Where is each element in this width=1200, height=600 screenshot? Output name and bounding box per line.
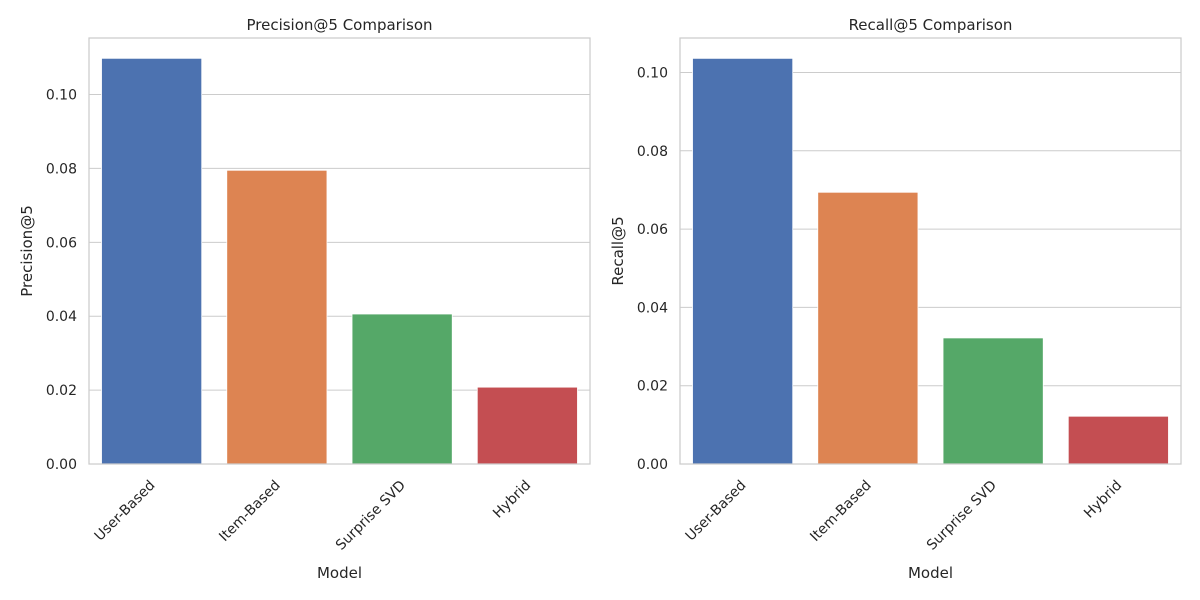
- panel-precision: 0.00 0.02 0.04 0.06 0.08 0.10 User-Based Item-…: [18, 16, 591, 582]
- bar-user-based: [692, 57, 794, 465]
- x-tick-label: Surprise SVD: [924, 478, 1000, 554]
- x-tick-label: User-Based: [683, 478, 750, 545]
- axes-frame: [88, 37, 591, 465]
- bar-hybrid: [1067, 415, 1169, 465]
- x-tick-label: User-Based: [92, 478, 159, 545]
- x-tick-label: Hybrid: [1081, 478, 1125, 522]
- y-axis-label: Precision@5: [18, 205, 36, 296]
- bar-hybrid: [476, 386, 578, 465]
- chart-title: Precision@5 Comparison: [246, 16, 432, 34]
- y-tick-label: 0.06: [637, 222, 668, 238]
- y-tick-label: 0.08: [637, 144, 668, 160]
- y-tick-label: 0.02: [637, 379, 668, 395]
- panel-recall: 0.00 0.02 0.04 0.06 0.08 0.10 User-Based Item-…: [609, 16, 1182, 582]
- y-tick-label: 0.04: [637, 300, 668, 316]
- x-tick-label: Item-Based: [216, 478, 283, 545]
- bar-surprise-svd: [942, 337, 1044, 465]
- y-tick-label: 0.00: [46, 457, 77, 473]
- y-tick-label: 0.06: [46, 235, 77, 251]
- y-tick-label: 0.10: [637, 65, 668, 81]
- x-axis-label: Model: [317, 564, 362, 582]
- bar-surprise-svd: [351, 313, 453, 465]
- x-axis-label: Model: [908, 564, 953, 582]
- bar-user-based: [101, 57, 203, 465]
- x-tick-label: Surprise SVD: [333, 478, 409, 554]
- axes-frame: [679, 37, 1182, 465]
- y-tick-label: 0.10: [46, 88, 77, 104]
- bar-item-based: [226, 169, 328, 465]
- bar-item-based: [817, 191, 919, 465]
- y-tick-label: 0.00: [637, 457, 668, 473]
- y-tick-label: 0.02: [46, 383, 77, 399]
- y-axis-label: Recall@5: [609, 216, 627, 285]
- y-tick-label: 0.04: [46, 309, 77, 325]
- y-tick-label: 0.08: [46, 161, 77, 177]
- x-tick-label: Hybrid: [490, 478, 534, 522]
- chart-title: Recall@5 Comparison: [849, 16, 1013, 34]
- x-tick-label: Item-Based: [807, 478, 874, 545]
